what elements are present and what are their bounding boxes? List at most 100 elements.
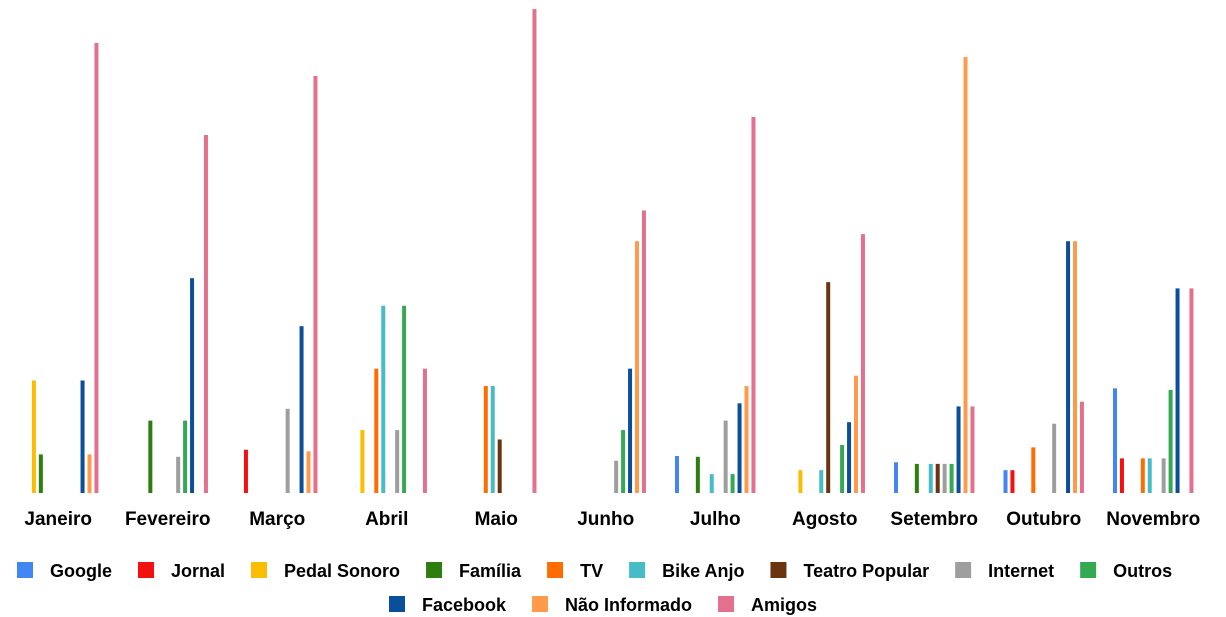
legend-swatch-tv — [547, 562, 564, 578]
bar-abril-outros — [402, 305, 407, 493]
legend-label-amigos: Amigos — [751, 595, 817, 615]
bar-agosto-teatro-popular — [826, 282, 831, 493]
bar-agosto-amigos — [860, 234, 865, 494]
bar-julho-familia — [695, 456, 700, 493]
bar-julho-google — [675, 456, 679, 493]
category-label-novembro: Novembro — [1106, 509, 1200, 530]
bars-layer — [31, 9, 1194, 494]
legend-swatch-teatro-popular — [770, 562, 787, 578]
bar-junho-internet — [614, 460, 619, 493]
legend-item-internet[interactable]: Internet — [955, 561, 1054, 581]
legend-item-teatro-popular[interactable]: Teatro Popular — [770, 561, 929, 581]
legend-swatch-google — [17, 562, 33, 578]
legend-swatch-internet — [955, 562, 972, 578]
bar-julho-nao-informado — [744, 385, 749, 493]
legend-item-facebook[interactable]: Facebook — [389, 595, 507, 615]
category-label-outubro: Outubro — [1006, 509, 1081, 530]
bar-janeiro-pedal-sonoro — [31, 380, 36, 493]
bar-marco-internet — [285, 408, 290, 493]
bar-agosto-facebook — [847, 422, 852, 493]
bar-novembro-jornal — [1119, 458, 1124, 493]
legend-swatch-bike-anjo — [629, 562, 646, 578]
category-label-agosto: Agosto — [792, 509, 857, 530]
legend-label-bike-anjo: Bike Anjo — [662, 561, 744, 581]
category-labels: Janeiro Fevereiro Março Abril Maio Junho Julho… — [24, 509, 1200, 530]
bar-novembro-tv — [1140, 458, 1145, 493]
category-label-fevereiro: Fevereiro — [125, 509, 211, 530]
bar-setembro-outros — [949, 463, 954, 493]
legend: Google Jornal Pedal Sonoro Família TV Bike An… — [17, 561, 1172, 615]
legend-item-pedal-sonoro[interactable]: Pedal Sonoro — [251, 561, 400, 581]
bar-julho-internet — [723, 420, 728, 493]
bar-julho-bike-anjo — [709, 474, 714, 493]
bar-julho-outros — [730, 474, 735, 493]
legend-item-amigos[interactable]: Amigos — [718, 595, 817, 615]
legend-item-google[interactable]: Google — [17, 561, 112, 581]
legend-swatch-facebook — [389, 596, 405, 612]
legend-label-familia: Família — [459, 561, 522, 581]
bar-outubro-tv — [1031, 447, 1036, 493]
legend-label-jornal: Jornal — [171, 561, 225, 581]
bar-janeiro-familia — [38, 454, 43, 493]
legend-item-jornal[interactable]: Jornal — [138, 561, 225, 581]
legend-swatch-nao-informado — [532, 596, 549, 612]
legend-label-pedal-sonoro: Pedal Sonoro — [284, 561, 400, 581]
bar-junho-nao-informado — [635, 241, 639, 493]
bar-abril-tv — [374, 368, 379, 493]
legend-item-nao-informado[interactable]: Não Informado — [532, 595, 692, 615]
bar-abril-amigos — [422, 368, 427, 493]
bar-outubro-amigos — [1079, 401, 1084, 493]
bar-julho-amigos — [751, 116, 756, 494]
legend-label-outros: Outros — [1113, 561, 1172, 581]
bar-janeiro-nao-informado — [87, 454, 92, 493]
bar-outubro-jornal — [1010, 470, 1015, 493]
category-label-maio: Maio — [475, 509, 518, 530]
bar-fevereiro-amigos — [203, 134, 208, 493]
bar-abril-bike-anjo — [381, 305, 386, 493]
bar-fevereiro-facebook — [190, 278, 195, 493]
bar-agosto-pedal-sonoro — [798, 470, 803, 493]
bar-maio-teatro-popular — [497, 439, 502, 493]
bar-junho-facebook — [628, 368, 633, 493]
category-label-janeiro: Janeiro — [24, 509, 92, 530]
bar-janeiro-amigos — [94, 42, 99, 494]
bar-setembro-internet — [942, 463, 947, 493]
bar-setembro-nao-informado — [963, 57, 968, 493]
legend-swatch-outros — [1080, 562, 1097, 578]
category-label-abril: Abril — [365, 509, 408, 530]
legend-swatch-familia — [426, 562, 443, 578]
category-label-setembro: Setembro — [890, 509, 978, 530]
legend-item-bike-anjo[interactable]: Bike Anjo — [629, 561, 744, 581]
bar-marco-facebook — [299, 326, 304, 493]
bar-outubro-nao-informado — [1073, 241, 1077, 493]
bar-setembro-facebook — [956, 406, 961, 493]
legend-label-facebook: Facebook — [422, 595, 507, 615]
bar-novembro-amigos — [1189, 288, 1194, 493]
bar-maio-bike-anjo — [490, 385, 495, 493]
bar-outubro-facebook — [1066, 241, 1071, 493]
legend-label-google: Google — [50, 561, 112, 581]
bar-novembro-internet — [1161, 458, 1166, 493]
bar-marco-amigos — [313, 75, 318, 493]
legend-label-teatro-popular: Teatro Popular — [803, 561, 929, 581]
bar-junho-outros — [621, 430, 626, 493]
legend-label-tv: TV — [580, 561, 603, 581]
bar-abril-internet — [395, 430, 400, 493]
bar-fevereiro-internet — [176, 456, 181, 493]
legend-swatch-jornal — [138, 562, 154, 578]
bar-marco-jornal — [243, 449, 248, 493]
legend-swatch-pedal-sonoro — [251, 562, 268, 578]
legend-item-familia[interactable]: Família — [426, 561, 522, 581]
legend-swatch-amigos — [718, 596, 735, 612]
bar-abril-pedal-sonoro — [360, 430, 365, 493]
bar-maio-tv — [483, 385, 488, 493]
legend-item-outros[interactable]: Outros — [1080, 561, 1172, 581]
bar-marco-nao-informado — [306, 451, 311, 493]
bar-novembro-outros — [1168, 389, 1173, 493]
bar-setembro-bike-anjo — [928, 463, 933, 493]
category-label-julho: Julho — [690, 509, 741, 530]
bar-agosto-outros — [840, 445, 845, 493]
category-label-junho: Junho — [577, 509, 634, 530]
legend-item-tv[interactable]: TV — [547, 561, 603, 581]
